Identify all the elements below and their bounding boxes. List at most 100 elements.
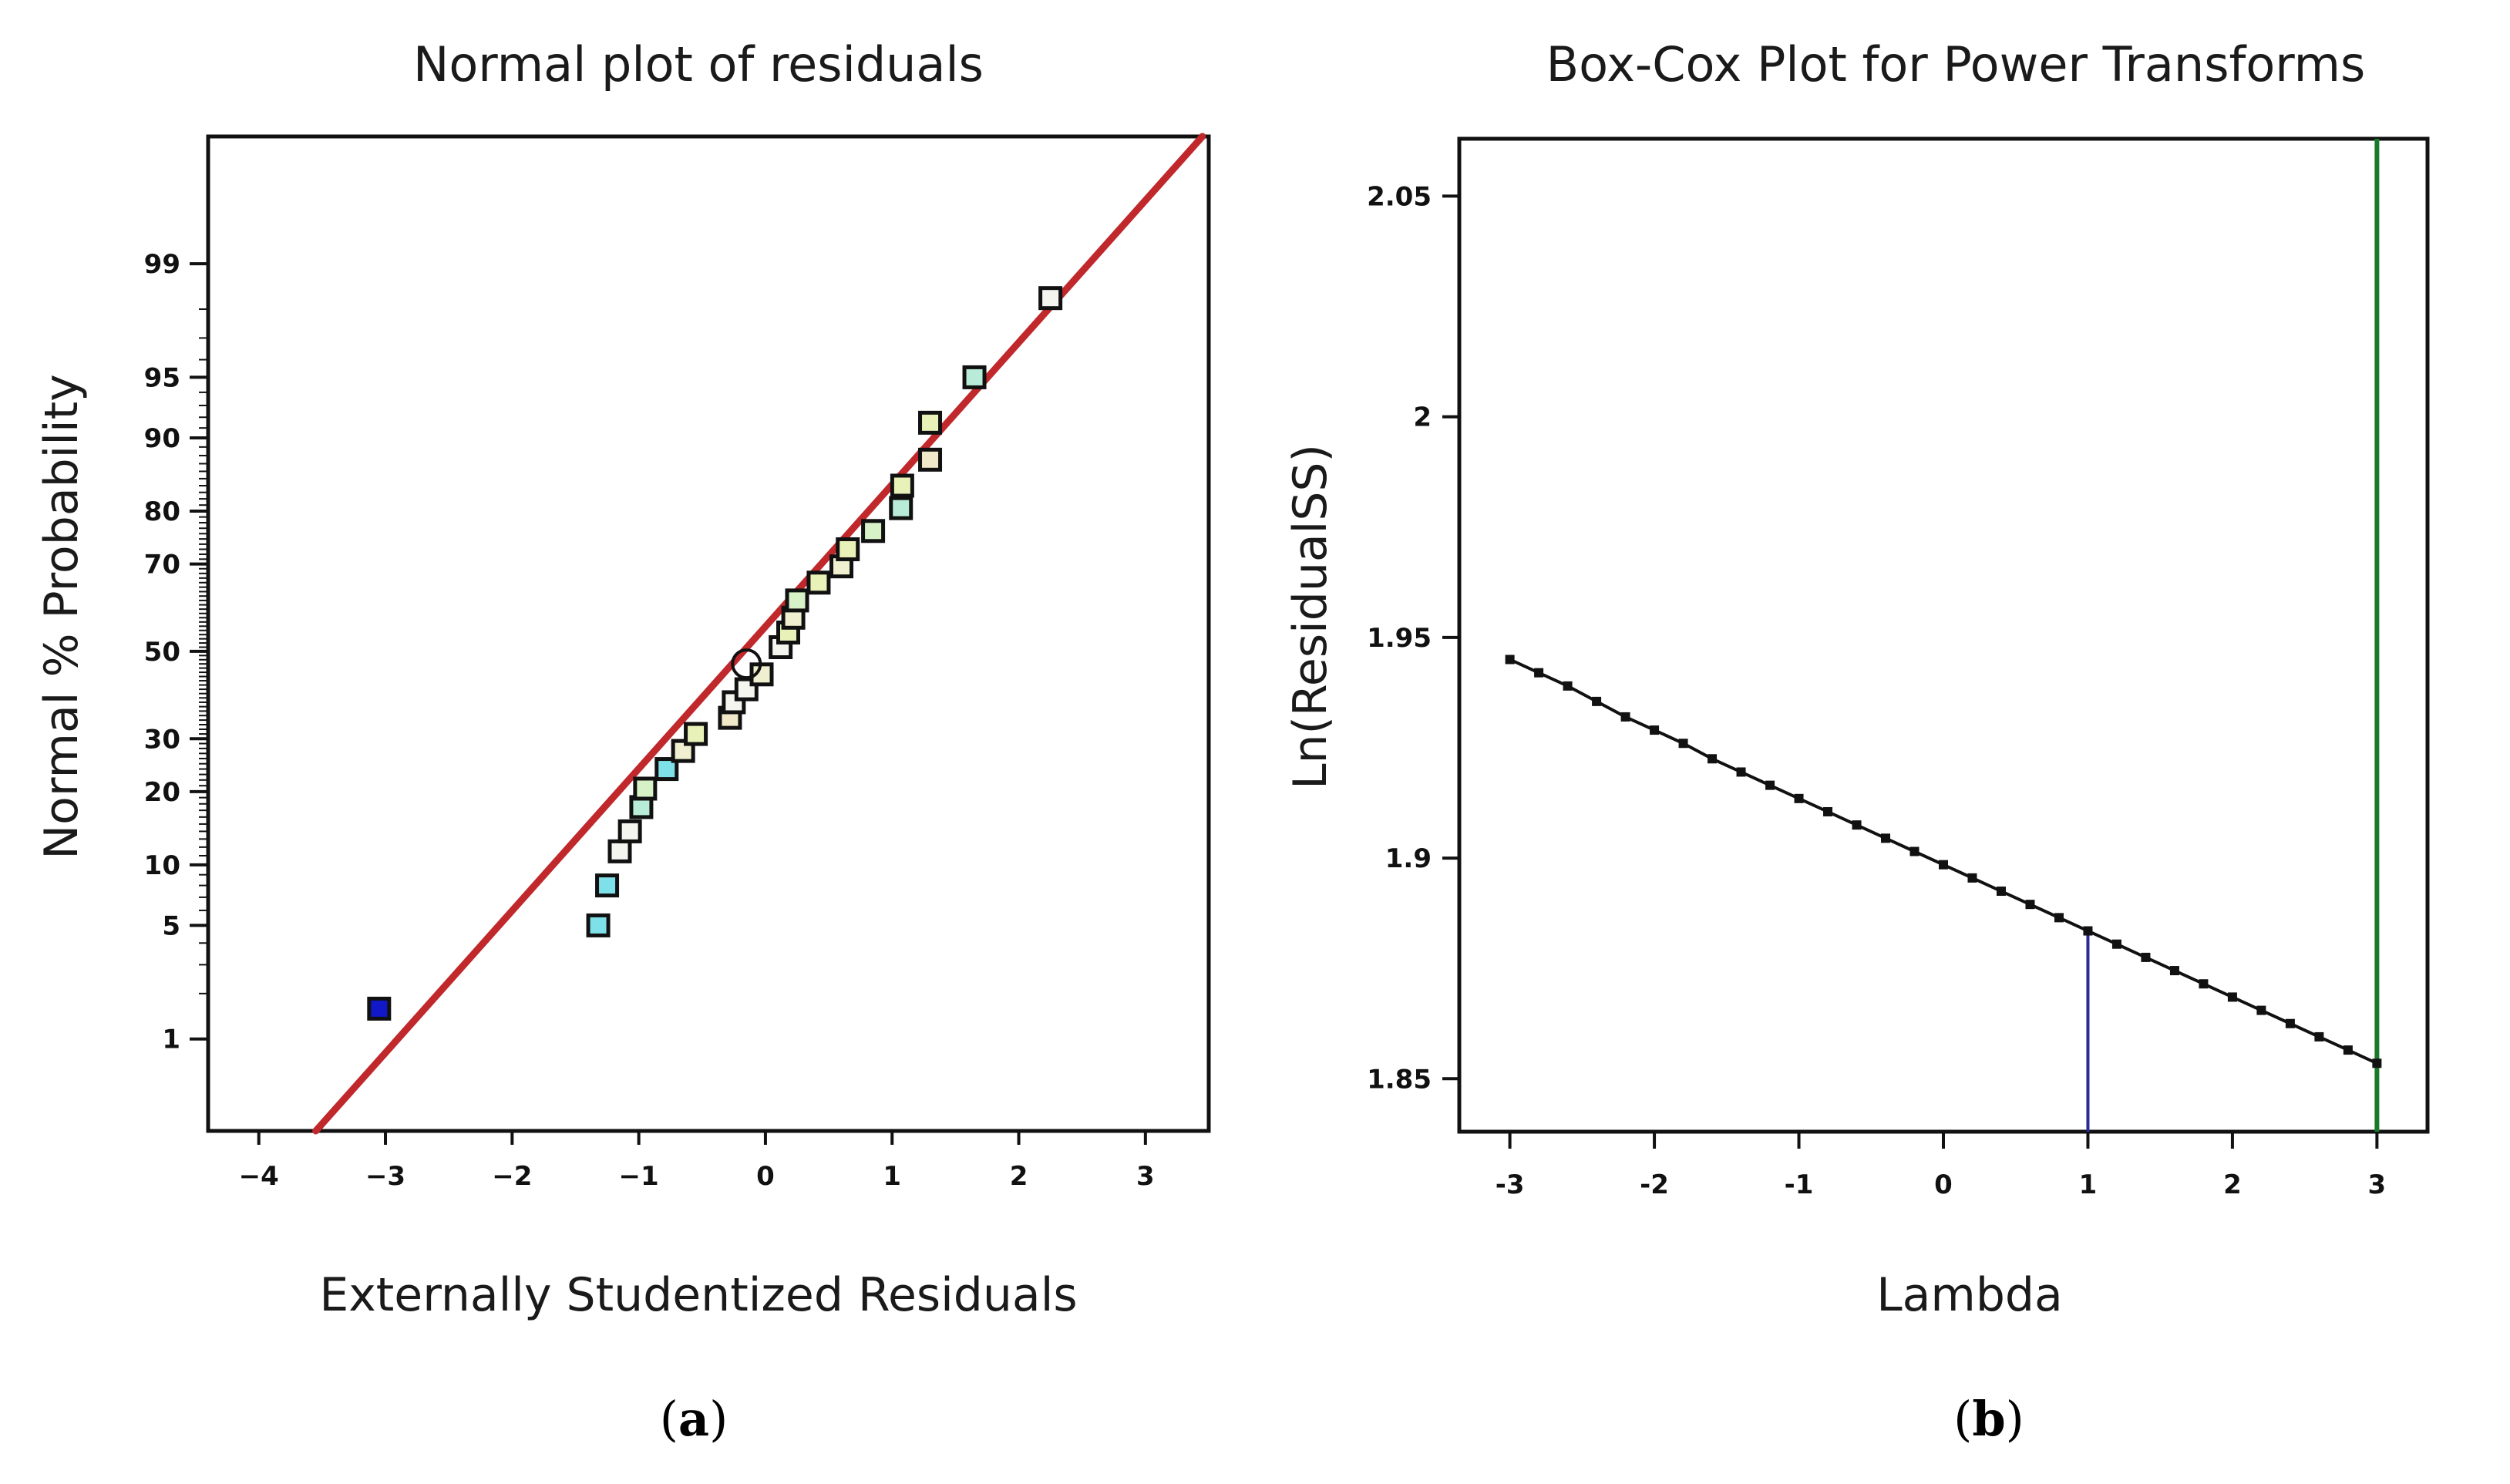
- residual-point: [617, 819, 642, 843]
- x-tick-label: −4: [239, 1161, 279, 1192]
- reference-line: [312, 133, 1206, 1135]
- y-tick-label: 95: [144, 362, 180, 393]
- y-tick-label: 50: [144, 637, 180, 668]
- residual-point: [918, 447, 943, 472]
- highlight-circle: [731, 648, 762, 680]
- box-cox-point: [1620, 712, 1630, 722]
- y-tick-label: 2: [1413, 402, 1432, 433]
- x-tick-label: 2: [1010, 1161, 1028, 1192]
- residual-point: [889, 496, 913, 520]
- residual-point: [607, 839, 632, 863]
- panel-letter-b: b: [1972, 1391, 2005, 1447]
- y-tick-label: 1: [162, 1025, 180, 1055]
- x-axis: -3 -2 -1 0 1 2 3: [1496, 1132, 2387, 1200]
- box-cox-point: [1967, 873, 1977, 883]
- y-tick-label: 30: [144, 724, 180, 755]
- box-cox-point: [1909, 846, 1920, 856]
- y-tick-label: 20: [144, 777, 180, 808]
- residual-point: [671, 739, 695, 763]
- residual-point: [684, 722, 708, 746]
- y-tick-label: 5: [162, 910, 180, 941]
- box-cox-point: [2025, 900, 2035, 910]
- box-cox-point: [1823, 806, 1833, 816]
- x-tick-label: 3: [1136, 1161, 1155, 1192]
- box-cox-point: [1534, 668, 1544, 678]
- box-cox-point: [2111, 939, 2121, 949]
- plot-frame: [206, 134, 1211, 1133]
- box-cox-point: [1650, 725, 1660, 735]
- residual-point: [633, 776, 658, 801]
- x-tick-label: 1: [2079, 1169, 2098, 1200]
- box-cox-point: [1505, 655, 1515, 665]
- box-cox-point: [2141, 952, 2151, 962]
- y-tick-label: 80: [144, 496, 180, 527]
- x-tick-label: −1: [619, 1161, 659, 1192]
- residual-point: [1038, 286, 1063, 311]
- x-tick-label: 0: [756, 1161, 775, 1192]
- y-tick-label: 70: [144, 550, 180, 580]
- box-cox-point: [2199, 979, 2209, 989]
- panel-label-b: (b): [1953, 1391, 2024, 1447]
- residual-points: [367, 286, 1063, 1021]
- chart-title: Normal plot of residuals: [413, 36, 984, 93]
- box-cox-point: [1563, 681, 1573, 691]
- box-cox-point: [1765, 780, 1775, 790]
- plot-frame: [1457, 136, 2430, 1134]
- box-cox-point: [1736, 767, 1746, 777]
- residual-point: [962, 365, 987, 389]
- box-cox-point: [1708, 754, 1718, 764]
- residual-point: [918, 410, 943, 435]
- panel-letter-a: a: [678, 1391, 709, 1447]
- box-cox-points: [1505, 655, 2382, 1068]
- box-cox-point: [2169, 966, 2179, 976]
- x-tick-label: 3: [2368, 1169, 2387, 1200]
- x-axis: −4 −3 −2 −1 0 1 2 3: [239, 1131, 1155, 1192]
- y-tick-label: 2.05: [1367, 181, 1432, 212]
- box-cox-point: [2227, 992, 2237, 1002]
- box-cox-point: [1794, 793, 1804, 803]
- residual-point: [367, 996, 392, 1021]
- box-cox-point: [2372, 1058, 2382, 1068]
- box-cox-point: [2083, 926, 2093, 936]
- x-tick-label: -2: [1640, 1169, 1669, 1200]
- panel-label-a: (a): [660, 1391, 728, 1447]
- residual-point: [861, 519, 886, 543]
- box-cox-point: [1592, 696, 1602, 706]
- y-axis: 1.85 1.9 1.95 2 2.05: [1367, 181, 1459, 1095]
- box-cox-point: [1939, 860, 1948, 870]
- box-cox-point: [1996, 887, 2006, 897]
- chart-title: Box-Cox Plot for Power Transforms: [1546, 36, 2366, 93]
- box-cox-point: [1852, 820, 1862, 830]
- x-tick-label: 1: [883, 1161, 901, 1192]
- residual-point: [586, 913, 611, 937]
- x-tick-label: 2: [2223, 1169, 2242, 1200]
- y-tick-label: 1.85: [1367, 1064, 1432, 1095]
- x-tick-label: −2: [492, 1161, 532, 1192]
- y-axis-title: Normal % Probability: [35, 374, 89, 859]
- box-cox-point: [2054, 913, 2064, 923]
- box-cox-panel: Box-Cox Plot for Power Transforms 1.851.…: [1284, 36, 2430, 1447]
- box-cox-point: [2314, 1031, 2324, 1041]
- y-axis-title: Ln(ResidualSS): [1284, 444, 1337, 789]
- x-tick-label: -3: [1496, 1169, 1525, 1200]
- residual-point: [890, 473, 914, 498]
- y-tick-label: 90: [144, 423, 180, 454]
- box-cox-point: [2256, 1005, 2266, 1015]
- x-axis-title: Externally Studentized Residuals: [319, 1268, 1077, 1322]
- residual-point: [654, 757, 679, 782]
- y-tick-label: 1.95: [1367, 623, 1432, 654]
- x-tick-label: -1: [1785, 1169, 1814, 1200]
- y-tick-label: 10: [144, 850, 180, 881]
- y-tick-label: 1.9: [1385, 843, 1432, 874]
- residual-point: [836, 537, 860, 561]
- residual-point: [785, 588, 809, 613]
- box-cox-point: [2285, 1018, 2295, 1028]
- box-cox-point: [1881, 833, 1891, 843]
- x-tick-label: 0: [1934, 1169, 1953, 1200]
- y-tick-label: 99: [144, 249, 180, 280]
- x-tick-label: −3: [365, 1161, 405, 1192]
- y-axis: 1 5 10 20 30 50 70 80 90 95 99: [144, 249, 208, 1055]
- box-cox-point: [2343, 1045, 2353, 1055]
- residual-point: [595, 873, 620, 898]
